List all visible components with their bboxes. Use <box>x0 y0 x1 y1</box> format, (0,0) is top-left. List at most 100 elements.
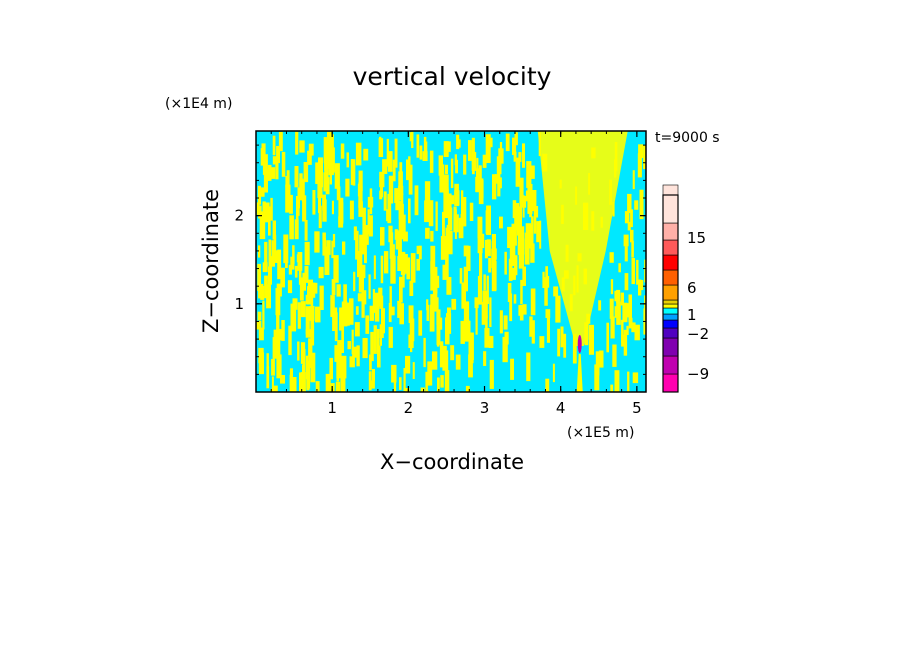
field-streak <box>377 345 381 368</box>
field-streak <box>388 326 393 348</box>
field-streak <box>464 317 468 338</box>
field-streak <box>427 361 433 386</box>
field-streak <box>406 257 411 280</box>
field-streak <box>346 152 349 168</box>
field-streak <box>463 154 467 175</box>
field-streak <box>412 362 415 379</box>
field-streak <box>458 217 464 239</box>
field-streak <box>276 334 281 362</box>
field-streak <box>394 229 398 240</box>
field-streak <box>460 320 465 344</box>
field-streak <box>545 378 550 392</box>
field-streak <box>450 195 455 205</box>
field-streak <box>349 200 354 220</box>
field-streak <box>610 279 614 295</box>
field-streak <box>507 226 512 248</box>
field-streak <box>630 229 634 243</box>
field-streak <box>342 375 346 392</box>
field-streak <box>531 320 535 344</box>
field-streak <box>598 300 602 311</box>
field-streak <box>429 150 434 173</box>
field-streak <box>442 211 445 242</box>
field-streak <box>331 134 334 151</box>
field-streak <box>486 239 491 257</box>
field-streak <box>338 197 344 224</box>
field-streak <box>331 279 336 295</box>
field-streak <box>406 159 410 181</box>
colorbar-tick-label: 6 <box>687 279 697 297</box>
field-streak <box>624 211 630 224</box>
field-streak <box>380 255 384 284</box>
field-streak <box>264 275 268 299</box>
field-streak <box>509 240 516 266</box>
field-streak <box>334 163 340 189</box>
field-streak <box>489 297 492 327</box>
field-streak <box>620 292 624 306</box>
field-streak <box>260 148 265 166</box>
field-streak <box>287 280 293 294</box>
field-streak <box>294 265 298 278</box>
field-streak <box>471 137 475 165</box>
field-streak <box>502 336 508 363</box>
field-streak <box>481 302 485 322</box>
field-streak <box>387 193 392 224</box>
field-streak <box>350 159 354 185</box>
field-streak <box>260 286 265 300</box>
field-streak <box>419 145 423 160</box>
field-streak <box>304 241 310 266</box>
field-streak <box>357 250 363 278</box>
field-streak <box>430 261 434 291</box>
field-streak <box>454 183 459 207</box>
field-streak <box>588 324 594 355</box>
field-streak <box>297 188 300 216</box>
field-streak <box>259 211 266 240</box>
field-streak <box>530 243 535 263</box>
colorbar-band <box>662 327 679 339</box>
y-axis-title: Z−coordinate <box>199 189 223 333</box>
field-streak <box>342 314 348 327</box>
updraft-core <box>577 335 582 353</box>
field-streak <box>477 276 483 305</box>
x-unit-label: (×1E5 m) <box>567 425 634 441</box>
field-streak <box>335 381 341 392</box>
field-streak <box>626 325 629 335</box>
field-streak <box>395 235 400 250</box>
field-streak <box>488 258 492 273</box>
field-streak <box>379 328 382 346</box>
field-streak <box>305 355 309 380</box>
field-streak <box>311 282 316 298</box>
field-streak <box>623 234 629 247</box>
field-streak <box>634 324 640 341</box>
field-streak <box>496 156 502 175</box>
field-streak <box>328 149 333 168</box>
field-streak <box>504 331 509 345</box>
field-streak <box>486 205 491 235</box>
field-streak <box>410 253 416 283</box>
field-streak <box>379 295 384 309</box>
field-streak <box>627 193 632 213</box>
colorbar-band <box>662 299 679 305</box>
field-streak <box>525 223 532 241</box>
field-streak <box>560 326 564 348</box>
field-streak <box>519 177 524 208</box>
field-streak <box>433 266 438 294</box>
field-streak <box>544 277 548 306</box>
colorbar-band <box>662 373 679 393</box>
field-streak <box>446 193 452 217</box>
field-streak <box>309 306 315 321</box>
field-streak <box>519 305 524 321</box>
field-streak <box>399 210 404 240</box>
field-streak <box>268 266 271 296</box>
field-streak <box>372 369 375 382</box>
y-tick-label: 2 <box>234 207 244 225</box>
field-streak <box>438 155 443 176</box>
field-streak <box>257 185 261 205</box>
field-streak <box>353 271 356 292</box>
field-streak <box>310 295 314 312</box>
field-streak <box>640 280 644 291</box>
field-streak <box>455 159 458 174</box>
field-streak <box>488 335 494 348</box>
field-streak <box>340 143 345 159</box>
field-streak <box>422 151 428 161</box>
field-streak <box>349 356 355 368</box>
